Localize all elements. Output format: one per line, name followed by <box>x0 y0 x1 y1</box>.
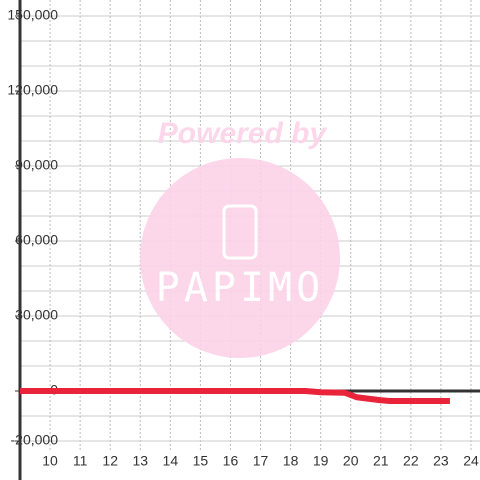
x-tick-label: 14 <box>163 453 179 469</box>
y-tick-label: 120,000 <box>7 82 58 98</box>
x-tick-label: 12 <box>102 453 118 469</box>
x-tick-label: 18 <box>283 453 299 469</box>
y-tick-label: -20,000 <box>11 432 59 448</box>
y-tick-label: 60,000 <box>15 232 58 248</box>
x-tick-label: 10 <box>42 453 58 469</box>
x-tick-label: 13 <box>132 453 148 469</box>
x-tick-label: 19 <box>313 453 329 469</box>
watermark-brand: PAPIMO <box>156 265 325 311</box>
x-tick-label: 22 <box>403 453 419 469</box>
y-tick-label: 90,000 <box>15 157 58 173</box>
y-tick-label: 30,000 <box>15 307 58 323</box>
x-tick-label: 23 <box>433 453 449 469</box>
x-tick-label: 15 <box>193 453 209 469</box>
x-tick-label: 20 <box>343 453 359 469</box>
x-tick-label: 11 <box>73 453 88 469</box>
x-tick-label: 21 <box>373 453 389 469</box>
x-tick-label: 17 <box>253 453 269 469</box>
x-tick-label: 24 <box>463 453 479 469</box>
watermark: Powered by PAPIMO <box>140 117 340 358</box>
watermark-icon <box>222 204 258 260</box>
y-tick-label: 150,000 <box>7 7 58 23</box>
x-tick-label: 16 <box>223 453 239 469</box>
watermark-top: Powered by <box>158 117 328 150</box>
line <box>20 388 450 404</box>
